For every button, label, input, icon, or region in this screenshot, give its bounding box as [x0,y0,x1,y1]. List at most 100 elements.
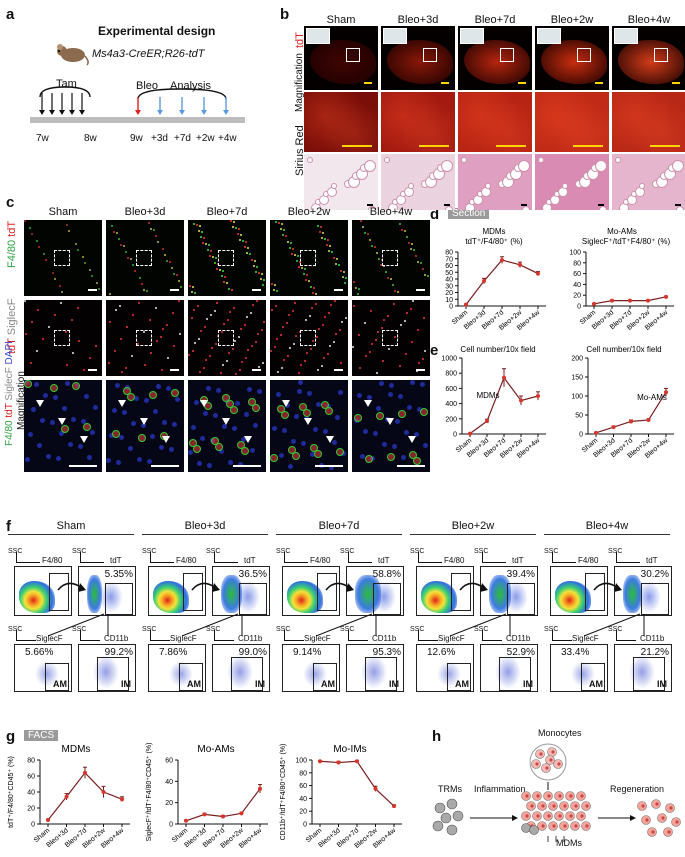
monocyte-cell-nucleus [549,758,553,762]
f-am-gate-label: AM [589,679,603,689]
b-tdt-image [381,26,455,90]
f-arrowhead [614,583,622,592]
f-arrow-f480-to-tdt [325,582,351,591]
mdm-cell-nucleus [563,804,567,808]
f-axis-cd11b: CD11b [372,634,397,643]
f-density-plot-tdt: 36.5% [212,566,270,616]
f-axis-ssc-2: SSC [206,548,220,555]
d-right-subtitle: SiglecF⁺/tdT⁺F4/80⁺ (%) [582,237,671,246]
b-tdt-image [304,26,378,90]
data-point [592,301,596,306]
f-axis-cd11b: CD11b [506,634,531,643]
g1-title: MDMs [62,744,91,755]
mdm-cell-nucleus [541,824,545,828]
inflammation-label: Inflammation [474,784,526,794]
f-im-percent: 52.9% [506,647,535,658]
series-line [465,259,539,306]
data-point [628,298,632,303]
mouse-icon [57,44,89,66]
data-point [664,390,668,395]
mdm-cell-nucleus [558,794,562,798]
f-axis-ssc-4: SSC [206,626,220,633]
c-condition-header: Sham [48,206,78,218]
f-density-plot-tdt: 39.4% [480,566,538,616]
y-tick-label: 50 [575,413,583,420]
c-tdt-siglecf-image [270,300,348,376]
panel-label-e: e [430,342,439,359]
y-tick-label: 0 [577,304,581,311]
data-point [502,375,506,380]
f-axis-line-v [214,630,215,640]
f-axis-tdt: tdT [110,556,122,565]
timeline-diagram [30,86,245,123]
timeline-bar [30,117,245,123]
f-axis-line-h [284,562,308,563]
mdm-cell-nucleus [541,804,545,808]
mdm-cell-nucleus [574,804,578,808]
f-im-percent: 95.3% [372,647,401,658]
f-density-plot-f480 [550,566,608,616]
data-point [239,811,244,816]
regenerated-cell-nucleus [651,830,655,834]
y-tick-label: 100 [569,250,581,257]
f-tdt-percent: 36.5% [238,569,267,580]
data-point [500,258,504,263]
f-arrowhead [212,583,220,592]
f-axis-tdt: tdT [378,556,390,565]
y-tick-label: 1000 [441,356,457,363]
regenerated-cell-nucleus [645,818,649,822]
b-condition-header: Bleo+7d [474,14,516,26]
f-axis-line-v [150,552,151,562]
f-gating-arrows [315,582,377,637]
f-header-rule [142,534,268,535]
f-axis-ssc-1: SSC [8,548,22,555]
c-row1-label: F4/80 tdT [6,220,18,268]
f-axis-line-v [482,630,483,640]
mdm-cell-nucleus [569,814,573,818]
f-am-gate-label: AM [455,679,469,689]
g2-title: Mo-AMs [197,744,234,755]
y-tick-label: 100 [571,394,583,401]
c-magnification-image [188,380,266,472]
f-im-gate-label: IM [523,679,533,689]
b-magnification-image [458,92,532,152]
f-density-plot-f480 [148,566,206,616]
mdm-cell-nucleus [552,824,556,828]
panel-label-a: a [6,6,15,23]
panel-label-c: c [6,194,15,211]
residual-trm-cell [521,823,531,833]
c-condition-header: Bleo+4w [369,206,413,218]
c-tdt-siglecf-image [106,300,184,376]
bleo-label: Bleo [136,80,159,92]
f-axis-ssc-1: SSC [276,548,290,555]
f-axis-ssc-1: SSC [544,548,558,555]
f-plot-cd11b: 99.0% IM [212,644,270,692]
c-magnification-image [24,380,102,472]
c-magnification-image [106,380,184,472]
f-am-percent: 12.6% [427,647,456,658]
c-condition-header: Bleo+2w [287,206,331,218]
f-header-rule [276,534,402,535]
f-im-percent: 99.2% [104,647,133,658]
chart-e-right: 050100150200ShamBleo+3dBleo+7dBleo+2wBle… [571,345,674,460]
data-point [610,298,614,303]
mdms-label: MDMs [556,838,582,848]
f-axis-line-v [16,630,17,640]
chart-d-right: 020406080100ShamBleo+3dBleo+7dBleo+2wBle… [569,227,674,332]
f-tdt-percent: 39.4% [506,569,535,580]
f-tdt-percent: 58.8% [372,569,401,580]
regenerated-cell-nucleus [655,802,659,806]
timepoint-9w: 9w [130,133,143,144]
data-point [664,294,668,299]
data-point [485,419,489,424]
y-tick-label: 0 [453,432,457,439]
f-plot-cd11b: 95.3% IM [346,644,404,692]
mdm-cell-nucleus [536,794,540,798]
f-axis-f480: F4/80 [578,556,599,565]
b-magnification-image [381,92,455,152]
f-axis-ssc-3: SSC [276,626,290,633]
f-axis-line-v [284,630,285,640]
f-axis-line-v [348,630,349,640]
y-tick-label: 70 [445,256,453,263]
mdm-cell-nucleus [569,794,573,798]
